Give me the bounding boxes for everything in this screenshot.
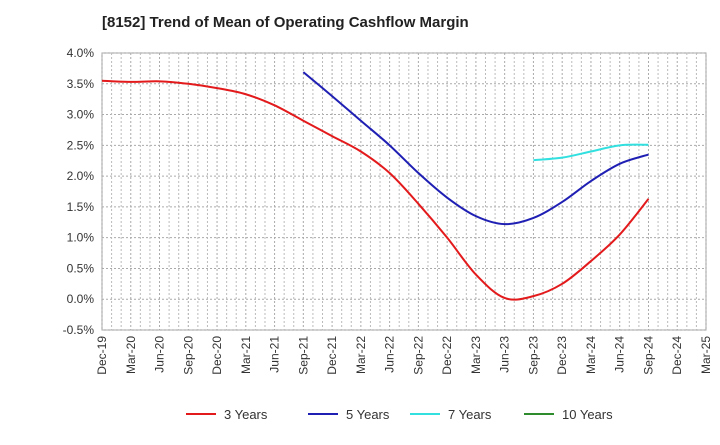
y-tick-label: 1.0% (67, 231, 95, 245)
x-tick-label: Sep-22 (411, 336, 425, 375)
y-tick-label: 2.0% (67, 169, 95, 183)
chart-title: [8152] Trend of Mean of Operating Cashfl… (102, 14, 469, 31)
x-tick-label: Mar-23 (469, 336, 483, 374)
legend-label-5-years: 5 Years (346, 407, 390, 422)
x-tick-label: Dec-24 (670, 336, 684, 375)
legend-label-7-years: 7 Years (448, 407, 492, 422)
x-axis: Dec-19 Mar-20 Jun-20 Sep-20 Dec-20 Mar-21 Jun-… (95, 336, 713, 375)
y-tick-label: 4.0% (67, 46, 95, 60)
y-axis: 4.0% 3.5% 3.0% 2.5% 2.0% 1.5% 1.0% 0.5% 0.0% -0.5… (63, 46, 95, 337)
x-tick-label: Jun-20 (153, 336, 167, 373)
x-tick-label: Mar-24 (584, 336, 598, 374)
x-tick-label: Dec-20 (210, 336, 224, 375)
x-tick-label: Sep-21 (296, 336, 310, 375)
x-tick-label: Jun-21 (268, 336, 282, 373)
x-tick-label: Jun-24 (613, 336, 627, 373)
plot-frame (101, 52, 707, 331)
y-tick-label: 0.0% (67, 292, 95, 306)
y-tick-label: 2.5% (67, 138, 95, 152)
y-tick-label: 0.5% (67, 261, 95, 275)
x-tick-label: Dec-22 (440, 336, 454, 375)
series-line-5-years (302, 71, 649, 226)
x-tick-label: Dec-23 (555, 336, 569, 375)
legend-label-10-years: 10 Years (562, 407, 613, 422)
y-tick-label: 1.5% (67, 200, 95, 214)
x-tick-label: Sep-20 (181, 336, 195, 375)
series-line-7-years (533, 143, 649, 162)
x-tick-label: Jun-22 (383, 336, 397, 373)
series-lines (101, 71, 650, 301)
y-tick-label: 3.5% (67, 77, 95, 91)
y-tick-label: 3.0% (67, 108, 95, 122)
legend-label-3-years: 3 Years (224, 407, 268, 422)
x-tick-label: Mar-22 (354, 336, 368, 374)
x-tick-label: Mar-20 (124, 336, 138, 374)
x-tick-label: Sep-23 (526, 336, 540, 375)
grid-lines (101, 52, 707, 331)
y-tick-label: -0.5% (63, 323, 95, 337)
legend: 3 Years 5 Years 7 Years 10 Years (186, 407, 613, 422)
series-line-3-years (101, 79, 650, 301)
x-tick-label: Jun-23 (498, 336, 512, 373)
x-tick-label: Mar-25 (699, 336, 713, 374)
x-tick-label: Sep-24 (641, 336, 655, 375)
x-tick-label: Mar-21 (239, 336, 253, 374)
x-tick-label: Dec-21 (325, 336, 339, 375)
x-tick-label: Dec-19 (95, 336, 109, 375)
